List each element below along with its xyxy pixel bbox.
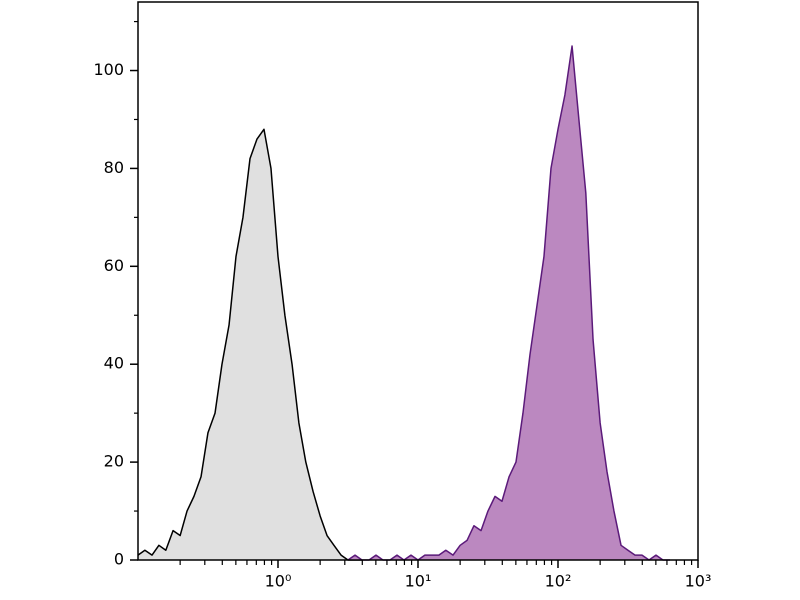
area-fill	[347, 46, 670, 561]
x-tick-label: 10³	[685, 572, 712, 591]
area-line	[137, 128, 362, 561]
y-tick-label: 80	[104, 158, 124, 177]
y-tick-label: 60	[104, 256, 124, 275]
y-tick-label: 0	[114, 550, 124, 569]
x-tick-label: 10²	[545, 572, 572, 591]
y-tick-label: 20	[104, 452, 124, 471]
y-tick-label: 40	[104, 354, 124, 373]
area-fill	[138, 129, 362, 560]
y-tick-label: 100	[93, 60, 124, 79]
x-tick-label: 10⁰	[265, 572, 292, 591]
area-line	[347, 45, 670, 561]
x-tick-label: 10¹	[405, 572, 432, 591]
